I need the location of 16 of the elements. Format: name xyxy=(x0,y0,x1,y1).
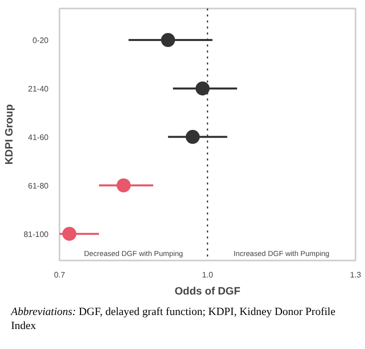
point xyxy=(196,81,210,96)
point xyxy=(186,130,200,144)
x-tick-label: 1.3 xyxy=(350,270,362,280)
x-axis-title: Odds of DGF xyxy=(174,286,241,298)
y-axis-title: KDPI Group xyxy=(4,104,16,165)
y-tick-label: 41-60 xyxy=(28,132,50,142)
y-tick-label: 61-80 xyxy=(28,181,50,190)
x-tick-label: 0.7 xyxy=(54,270,66,280)
x-tick-label: 1.0 xyxy=(202,270,214,280)
point xyxy=(116,178,131,192)
y-tick-label: 0-20 xyxy=(32,36,50,45)
point xyxy=(161,33,176,47)
y-tick-label: 21-40 xyxy=(28,84,50,94)
point xyxy=(62,226,76,241)
y-tick-label: 81-100 xyxy=(24,230,50,239)
text: Abbreviations: DGF, delayed graft function; KDPI, Kidney Donor Profile Index xyxy=(11,306,336,332)
